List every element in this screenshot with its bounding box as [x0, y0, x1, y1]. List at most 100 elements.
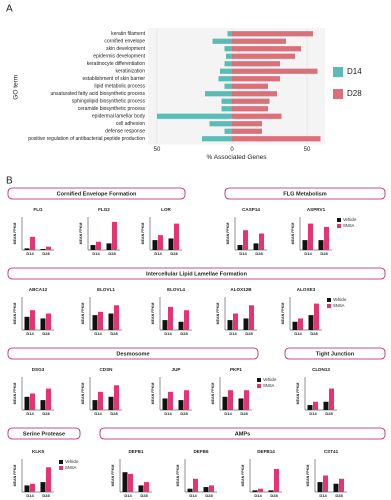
bar	[46, 313, 51, 330]
legend-label: Vehicle	[333, 297, 347, 302]
bar	[224, 61, 232, 67]
x-tick-label: D14	[319, 493, 327, 498]
x-tick-label: D28	[270, 493, 278, 498]
x-tick-label: D14	[229, 331, 237, 336]
y-tick-label: sphingolipid biosynthetic process	[72, 99, 146, 105]
legend-swatch	[59, 460, 63, 464]
y-tick-label: epidermal lamellar body	[92, 114, 146, 120]
bar	[108, 396, 114, 410]
x-tick-label: D28	[170, 251, 178, 256]
bar	[232, 98, 270, 104]
y-axis-label: MEAN FPKM	[79, 223, 83, 245]
x-tick-label: D14	[26, 251, 34, 256]
x-tick-label: D28	[110, 331, 118, 336]
bar	[221, 98, 232, 104]
bar	[313, 401, 318, 410]
bar	[249, 305, 254, 330]
y-tick-label: lipid metabolic process	[94, 84, 145, 90]
legend-label: SNSA	[343, 223, 355, 228]
chart-title: DSG3	[32, 367, 45, 372]
legend-swatch	[59, 466, 63, 470]
bar	[302, 240, 308, 250]
bar	[314, 303, 319, 330]
panel-label: B	[6, 176, 13, 187]
chart-title: ELOVL1	[97, 287, 115, 292]
bar	[324, 226, 329, 250]
bar	[307, 405, 313, 410]
x-tick-label: D14	[164, 331, 172, 336]
bar	[158, 235, 163, 250]
bar	[92, 400, 98, 410]
bar	[46, 388, 51, 410]
bar	[205, 91, 232, 97]
legend-label: SNSA	[65, 465, 77, 470]
bar	[40, 318, 46, 330]
bar	[224, 128, 232, 134]
bar	[90, 245, 96, 250]
x-tick-label: D28	[205, 493, 213, 498]
chart-title: ELOVL4	[167, 287, 185, 292]
bar	[220, 68, 232, 74]
chart-title: ALOX12B	[230, 287, 252, 292]
x-tick-label: D14	[92, 251, 100, 256]
bar	[178, 321, 184, 330]
chart-title: LOR	[161, 207, 171, 212]
x-tick-label: D28	[310, 331, 318, 336]
bar	[24, 248, 30, 250]
bar	[232, 68, 318, 74]
bar	[253, 243, 259, 250]
bar	[108, 313, 114, 330]
bar	[233, 313, 238, 330]
y-axis-label: MEAN FPKM	[141, 223, 145, 245]
bar	[114, 305, 119, 330]
bar	[112, 221, 117, 250]
section-box	[99, 427, 386, 440]
section-title: Cornified Envelope Formation	[57, 191, 137, 197]
bar	[226, 53, 232, 59]
bar	[323, 401, 329, 410]
bar	[333, 483, 339, 492]
x-tick-label: D28	[110, 411, 118, 416]
bar	[98, 311, 103, 330]
y-tick-label: unsaturated fatty acid biosynthetic proc…	[51, 91, 146, 97]
x-tick-label: D28	[240, 411, 248, 416]
chart-title: CDSN	[99, 367, 113, 372]
bar	[40, 400, 46, 410]
bar	[212, 38, 232, 44]
panel-label: A	[6, 4, 13, 15]
bar	[259, 233, 264, 250]
y-axis-label: MEAN FPKM	[81, 383, 85, 405]
x-tick-label: D14	[239, 251, 247, 256]
bar	[46, 246, 51, 250]
section-title: Serine Protease	[23, 431, 65, 437]
bar	[222, 396, 228, 410]
chart-title: FLG2	[98, 207, 110, 212]
legend-label: SNSA	[263, 383, 275, 388]
x-tick-label: D14	[189, 493, 197, 498]
bar	[221, 106, 232, 112]
bar	[308, 315, 314, 330]
bar	[128, 473, 133, 492]
y-tick-label: cell adhesion	[116, 121, 145, 127]
y-tick-label: keratinization	[116, 69, 146, 75]
y-axis-label: MEAN FPKM	[281, 303, 285, 325]
legend-swatch	[333, 67, 343, 77]
y-axis-label: MEAN FPKM	[13, 303, 17, 325]
x-tick-label: 0	[230, 147, 234, 153]
bar	[24, 316, 30, 330]
bar	[244, 390, 249, 410]
bar	[232, 61, 280, 67]
y-axis-label: MEAN FPKM	[211, 383, 215, 405]
bar	[238, 398, 244, 410]
x-tick-label: 50	[304, 147, 311, 153]
bar	[98, 391, 103, 410]
x-tick-label: D14	[94, 411, 102, 416]
legend-swatch	[337, 224, 341, 228]
bar	[227, 31, 232, 37]
bar	[40, 249, 46, 250]
x-tick-label: D28	[180, 411, 188, 416]
legend-label: Vehicle	[263, 377, 277, 382]
bar	[24, 485, 30, 492]
y-axis-label: MEAN FPKM	[13, 223, 17, 245]
